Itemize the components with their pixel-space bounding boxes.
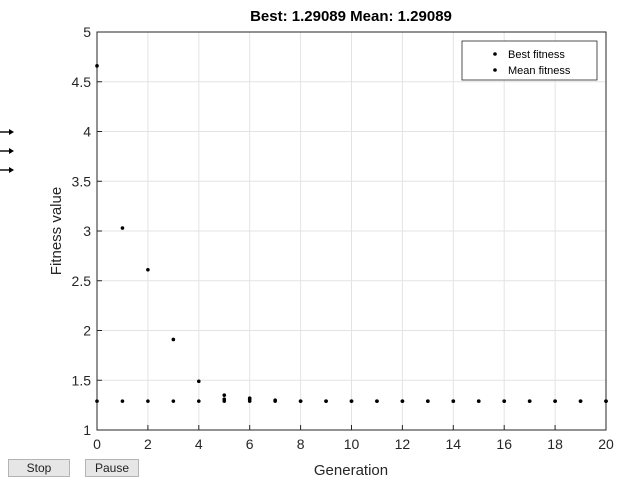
population-point xyxy=(247,397,252,401)
mean-fitness-point xyxy=(604,399,608,403)
x-tick-label: 18 xyxy=(547,436,563,452)
arrow-head-icon xyxy=(9,129,14,135)
mean-fitness-point xyxy=(578,399,583,403)
arrow-head-icon xyxy=(9,167,14,173)
y-axis-label: Fitness value xyxy=(48,187,65,275)
x-tick-label: 2 xyxy=(144,436,152,452)
mean-fitness-point xyxy=(349,399,354,403)
mean-fitness-point xyxy=(273,398,277,402)
best-fitness-point xyxy=(171,399,176,403)
y-tick-label: 2 xyxy=(83,323,91,339)
x-tick-label: 14 xyxy=(446,436,462,452)
y-tick-label: 3.5 xyxy=(72,173,92,189)
x-tick-label: 8 xyxy=(297,436,305,452)
mean-fitness-point xyxy=(171,337,176,342)
mean-fitness-point xyxy=(451,399,456,403)
y-tick-label: 4 xyxy=(83,124,91,140)
pause-button[interactable]: Pause xyxy=(85,459,139,477)
mean-fitness-point xyxy=(298,399,303,403)
x-axis-label: Generation xyxy=(314,462,388,477)
mean-fitness-point xyxy=(120,226,125,230)
best-fitness-point xyxy=(146,399,150,403)
x-tick-label: 6 xyxy=(246,436,254,452)
y-tick-label: 5 xyxy=(83,24,91,40)
plot-frame xyxy=(96,31,607,431)
best-fitness-point xyxy=(197,399,201,403)
x-tick-label: 10 xyxy=(344,436,360,452)
x-tick-label: 12 xyxy=(395,436,411,452)
legend-marker-mean xyxy=(493,68,497,72)
mean-fitness-point xyxy=(502,399,507,403)
mean-fitness-point xyxy=(222,393,227,397)
legend-box xyxy=(461,40,598,81)
mean-fitness-point xyxy=(197,379,201,384)
y-tick-label: 2.5 xyxy=(72,273,92,289)
mean-fitness-point xyxy=(426,399,430,403)
mean-fitness-point xyxy=(146,268,150,272)
x-tick-label: 4 xyxy=(195,436,203,452)
y-tick-label: 3 xyxy=(83,223,91,239)
x-tick-label: 20 xyxy=(598,436,614,452)
mean-fitness-point xyxy=(400,399,405,403)
best-fitness-point xyxy=(95,399,99,403)
legend-marker-best xyxy=(493,52,497,56)
mean-fitness-point xyxy=(527,399,532,403)
mean-fitness-point xyxy=(476,399,481,403)
chart-title: Best: 1.29089 Mean: 1.29089 xyxy=(250,8,452,25)
y-tick-label: 1 xyxy=(83,422,91,438)
mean-fitness-point xyxy=(375,399,379,403)
legend: Best fitness Mean fitness xyxy=(461,40,598,81)
mean-fitness-point xyxy=(553,399,557,403)
y-tick-label: 4.5 xyxy=(72,74,92,90)
legend-label-mean: Mean fitness xyxy=(508,65,571,77)
population-point xyxy=(222,397,227,401)
best-fitness-point xyxy=(120,399,125,403)
x-tick-label: 0 xyxy=(93,436,101,452)
x-tick-label: 16 xyxy=(496,436,512,452)
mean-fitness-point xyxy=(95,64,99,68)
mean-fitness-point xyxy=(324,399,328,403)
arrow-head-icon xyxy=(9,148,14,154)
legend-label-best: Best fitness xyxy=(508,49,565,61)
stop-button[interactable]: Stop xyxy=(8,459,70,477)
y-tick-label: 1.5 xyxy=(72,372,92,388)
